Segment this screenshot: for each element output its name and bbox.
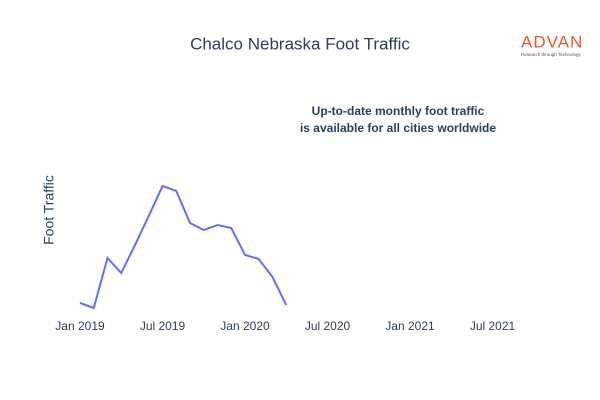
y-axis-label: Foot Traffic: [41, 175, 57, 245]
logo: ADVAN: [521, 32, 583, 51]
logo-tagline: Research through Technology: [521, 52, 581, 57]
x-tick-label: Jul 2019: [140, 319, 186, 333]
x-tick-label: Jul 2020: [305, 319, 351, 333]
annotation: is available for all cities worldwide: [300, 121, 496, 135]
x-tick-label: Jan 2020: [220, 319, 270, 333]
chart-title: Chalco Nebraska Foot Traffic: [190, 34, 410, 53]
line: [79, 184, 288, 310]
annotation: Up-to-date monthly foot traffic: [312, 104, 485, 118]
x-tick-label: Jul 2021: [470, 319, 516, 333]
x-tick-label: Jan 2019: [55, 319, 105, 333]
x-tick-label: Jan 2021: [385, 319, 435, 333]
